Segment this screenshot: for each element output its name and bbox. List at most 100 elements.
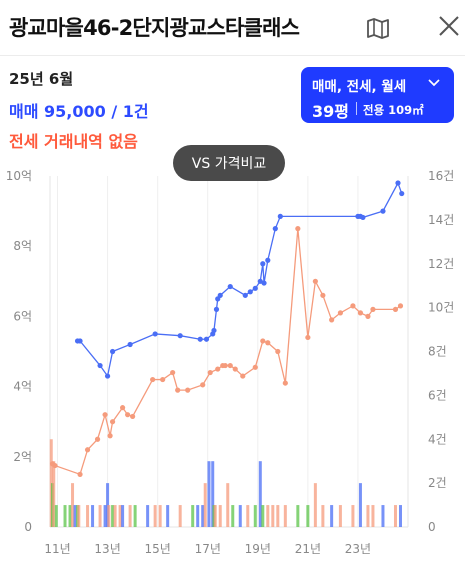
jeonse-price-point (94, 436, 101, 442)
sale-price-point (252, 285, 258, 291)
trade-month: 25년 6월 (9, 70, 74, 88)
jeonse-price-point (130, 413, 136, 420)
volume-bar (98, 505, 102, 527)
x-tick-label: 19년 (245, 542, 271, 556)
volume-bar (158, 505, 162, 527)
sale-price-point (217, 292, 223, 298)
sale-price-point (213, 306, 220, 312)
jeonse-price-point (84, 447, 91, 453)
volume-bar (146, 505, 150, 527)
volume-bar (128, 505, 132, 527)
volume-bar (398, 505, 402, 527)
volume-bar (191, 505, 195, 527)
volume-bar (103, 505, 107, 527)
sale-price-point (261, 280, 267, 286)
area-label: 전용 109㎡ (363, 103, 424, 117)
y-right-tick-label: 6건 (428, 388, 447, 402)
jeonse-price-point (305, 334, 311, 341)
trade-filter-button[interactable]: 매매, 전세, 월세 39평 전용 109㎡ (301, 67, 454, 123)
trade-type-label: 매매, 전세, 월세 (312, 79, 407, 95)
jeonse-price-point (200, 382, 206, 388)
volume-bar (118, 505, 122, 527)
y-left-tick-label: 6억 (13, 309, 32, 323)
map-icon[interactable] (366, 17, 390, 39)
jeonse-price-point (240, 373, 246, 379)
sale-price-point (177, 333, 183, 339)
header-divider (0, 55, 465, 56)
y-right-tick-label: 16건 (428, 169, 454, 183)
x-tick-label: 17년 (195, 542, 221, 556)
jeonse-price-point (175, 387, 181, 393)
y-right-tick-label: 4건 (428, 432, 447, 446)
jeonse-price-point (295, 226, 301, 232)
volume-bar (213, 505, 217, 527)
volume-bar (296, 505, 300, 527)
price-chart[interactable]: 0 2억 4억 6억 8억 10억 0 2건 4건 6건 8건 10건 12건 14건 16건 11년 13년 1… (0, 160, 465, 567)
volume-bar (271, 505, 275, 527)
volume-bar (358, 483, 362, 527)
vs-compare-button[interactable]: VS 가격비교 (173, 145, 285, 181)
volume-bar (178, 505, 182, 527)
sale-price-point (242, 292, 248, 298)
volume-bar (226, 483, 230, 527)
jeonse-price-point (232, 366, 238, 372)
sale-price-point (197, 336, 203, 342)
jeonse-price-point (120, 405, 126, 411)
volume-bar (153, 505, 157, 527)
volume-bar (52, 461, 56, 527)
jeonse-price-point (102, 412, 108, 418)
sale-price-point (152, 331, 158, 337)
jeonse-price-point (77, 471, 83, 477)
jeonse-price-point (365, 313, 371, 319)
jeonse-price-point (107, 433, 113, 439)
volume-bar (121, 505, 125, 527)
sale-price-point (395, 180, 401, 186)
jeonse-price-point (125, 412, 131, 418)
volume-bar (73, 505, 77, 527)
jeonse-price-point (160, 376, 166, 383)
jeonse-price-point (170, 369, 176, 376)
jeonse-price-point (215, 366, 221, 372)
sale-price-point (277, 213, 283, 219)
sale-price-point (211, 327, 217, 334)
jeonse-price-point (150, 376, 156, 383)
chevron-down-icon (428, 79, 440, 87)
x-tick-label: 11년 (44, 542, 70, 556)
jeonse-price-point (185, 387, 191, 393)
jeonse-price-line (52, 228, 401, 476)
volume-bar (203, 483, 207, 527)
volume-bar (366, 505, 370, 527)
jeonse-price-point (265, 340, 271, 346)
sale-price-point (104, 373, 111, 379)
y-left-tick-label: 8억 (13, 239, 32, 253)
volume-bar (231, 505, 235, 527)
volume-bar (166, 505, 170, 527)
volume-bar (63, 505, 67, 527)
jeonse-price-point (357, 310, 364, 316)
volume-bar (201, 505, 205, 527)
volume-bar (77, 505, 81, 527)
sale-price-point (380, 208, 386, 214)
y-right-tick-label: 0 (428, 520, 436, 534)
complex-title: 광교마을46-2단지광교스타클래스 (9, 16, 300, 40)
sale-price-point (227, 283, 233, 290)
sale-price-point (272, 226, 278, 232)
pyeong-label: 39평 (312, 102, 349, 121)
y-right-tick-label: 2건 (428, 476, 447, 490)
close-icon[interactable] (436, 13, 462, 39)
volume-bar (266, 505, 270, 527)
volume-bar (113, 505, 117, 527)
volume-bar (306, 505, 310, 527)
x-tick-label: 23년 (345, 542, 371, 556)
volume-bar (86, 505, 90, 527)
sale-price-point (260, 261, 266, 267)
volume-bar (371, 505, 375, 527)
volume-bar (330, 505, 334, 527)
jeonse-price-point (329, 317, 335, 323)
sale-price-point (203, 336, 210, 342)
jeonse-price-point (222, 362, 228, 369)
volume-bar (218, 505, 222, 527)
jeonse-price-point (109, 419, 116, 425)
volume-bar (253, 505, 257, 527)
volume-bar (111, 505, 115, 527)
